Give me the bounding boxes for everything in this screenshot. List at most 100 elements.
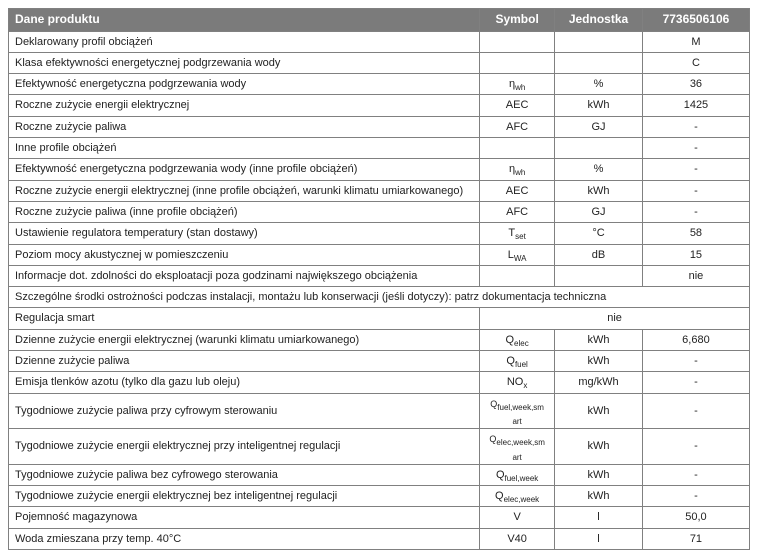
table-row: Deklarowany profil obciążeń M: [9, 31, 750, 52]
table-row: Tygodniowe zużycie paliwa bez cyfrowego …: [9, 464, 750, 485]
symbol-cell: Qfuel: [480, 351, 555, 372]
param-name-cell: Roczne zużycie paliwa (inne profile obci…: [9, 201, 480, 222]
unit-cell: dB: [555, 244, 643, 265]
table-row: Informacje dot. zdolności do eksploatacj…: [9, 265, 750, 286]
value-cell: -: [642, 201, 749, 222]
table-row: Inne profile obciążeń-: [9, 138, 750, 159]
value-cell: -: [642, 486, 749, 507]
table-row: Ustawienie regulatora temperatury (stan …: [9, 223, 750, 244]
param-name-cell: Ustawienie regulatora temperatury (stan …: [9, 223, 480, 244]
table-row: Szczególne środki ostrożności podczas in…: [9, 287, 750, 308]
unit-cell: kWh: [555, 464, 643, 485]
param-name-cell: Dzienne zużycie energii elektrycznej (wa…: [9, 329, 480, 350]
symbol-cell: [480, 52, 555, 73]
param-name-cell: Efektywność energetyczna podgrzewania wo…: [9, 159, 480, 180]
symbol-cell: Qfuel,week,smart: [480, 393, 555, 429]
symbol-cell: Qelec: [480, 329, 555, 350]
param-name-cell: Deklarowany profil obciążeń: [9, 31, 480, 52]
table-header-row: Dane produktu Symbol Jednostka 773650610…: [9, 9, 750, 32]
unit-cell: mg/kWh: [555, 372, 643, 393]
unit-cell: GJ: [555, 201, 643, 222]
symbol-cell: V40: [480, 528, 555, 549]
value-cell: -: [642, 429, 749, 465]
value-cell: 36: [642, 74, 749, 95]
unit-cell: [555, 31, 643, 52]
param-name-cell: Tygodniowe zużycie energii elektrycznej …: [9, 486, 480, 507]
symbol-cell: V: [480, 507, 555, 528]
param-name-cell: Pojemność magazynowa: [9, 507, 480, 528]
unit-cell: [555, 52, 643, 73]
header-symbol: Symbol: [480, 9, 555, 32]
value-cell: -: [642, 372, 749, 393]
symbol-cell: LWA: [480, 244, 555, 265]
unit-cell: kWh: [555, 180, 643, 201]
table-row: Emisja tlenków azotu (tylko dla gazu lub…: [9, 372, 750, 393]
symbol-cell: [480, 138, 555, 159]
unit-cell: l: [555, 528, 643, 549]
value-cell: 71: [642, 528, 749, 549]
symbol-cell: ηwh: [480, 74, 555, 95]
unit-cell: [555, 138, 643, 159]
param-name-cell: Klasa efektywności energetycznej podgrze…: [9, 52, 480, 73]
unit-cell: %: [555, 159, 643, 180]
symbol-cell: AFC: [480, 201, 555, 222]
table-row: Efektywność energetyczna podgrzewania wo…: [9, 74, 750, 95]
unit-cell: [555, 265, 643, 286]
unit-cell: GJ: [555, 116, 643, 137]
value-cell: 1425: [642, 95, 749, 116]
table-row: Regulacja smartnie: [9, 308, 750, 329]
param-name-cell: Roczne zużycie energii elektrycznej (inn…: [9, 180, 480, 201]
value-cell: -: [642, 159, 749, 180]
table-row: Efektywność energetyczna podgrzewania wo…: [9, 159, 750, 180]
table-row: Tygodniowe zużycie paliwa przy cyfrowym …: [9, 393, 750, 429]
product-data-table: Dane produktu Symbol Jednostka 773650610…: [8, 8, 750, 550]
param-name-cell: Informacje dot. zdolności do eksploatacj…: [9, 265, 480, 286]
table-row: Tygodniowe zużycie energii elektrycznej …: [9, 486, 750, 507]
table-row: Roczne zużycie paliwa (inne profile obci…: [9, 201, 750, 222]
value-cell: -: [642, 351, 749, 372]
param-name-cell: Efektywność energetyczna podgrzewania wo…: [9, 74, 480, 95]
param-name-cell: Roczne zużycie paliwa: [9, 116, 480, 137]
symbol-cell: Qelec,week: [480, 486, 555, 507]
symbol-cell: Qfuel,week: [480, 464, 555, 485]
full-span-cell: Szczególne środki ostrożności podczas in…: [9, 287, 750, 308]
param-name-cell: Tygodniowe zużycie paliwa bez cyfrowego …: [9, 464, 480, 485]
param-name-cell: Roczne zużycie energii elektrycznej: [9, 95, 480, 116]
table-row: Roczne zużycie paliwaAFCGJ-: [9, 116, 750, 137]
value-cell: 15: [642, 244, 749, 265]
symbol-cell: AEC: [480, 180, 555, 201]
value-cell: C: [642, 52, 749, 73]
symbol-cell: AEC: [480, 95, 555, 116]
symbol-cell: Qelec,week,smart: [480, 429, 555, 465]
unit-cell: kWh: [555, 351, 643, 372]
value-cell: -: [642, 180, 749, 201]
param-name-cell: Regulacja smart: [9, 308, 480, 329]
unit-cell: °C: [555, 223, 643, 244]
value-cell: -: [642, 116, 749, 137]
param-name-cell: Woda zmieszana przy temp. 40°C: [9, 528, 480, 549]
value-cell: 58: [642, 223, 749, 244]
param-name-cell: Poziom mocy akustycznej w pomieszczeniu: [9, 244, 480, 265]
unit-cell: l: [555, 507, 643, 528]
value-cell: -: [642, 393, 749, 429]
table-row: Tygodniowe zużycie energii elektrycznej …: [9, 429, 750, 465]
param-name-cell: Dzienne zużycie paliwa: [9, 351, 480, 372]
merged-value-cell: nie: [480, 308, 750, 329]
value-cell: M: [642, 31, 749, 52]
symbol-cell: AFC: [480, 116, 555, 137]
value-cell: 6,680: [642, 329, 749, 350]
table-row: Dzienne zużycie paliwaQfuelkWh-: [9, 351, 750, 372]
unit-cell: kWh: [555, 486, 643, 507]
value-cell: 50,0: [642, 507, 749, 528]
symbol-cell: [480, 31, 555, 52]
symbol-cell: NOx: [480, 372, 555, 393]
param-name-cell: Inne profile obciążeń: [9, 138, 480, 159]
table-row: Dzienne zużycie energii elektrycznej (wa…: [9, 329, 750, 350]
unit-cell: %: [555, 74, 643, 95]
symbol-cell: ηwh: [480, 159, 555, 180]
unit-cell: kWh: [555, 429, 643, 465]
table-row: Roczne zużycie energii elektrycznejAECkW…: [9, 95, 750, 116]
value-cell: -: [642, 464, 749, 485]
table-row: Klasa efektywności energetycznej podgrze…: [9, 52, 750, 73]
header-product-data: Dane produktu: [9, 9, 480, 32]
